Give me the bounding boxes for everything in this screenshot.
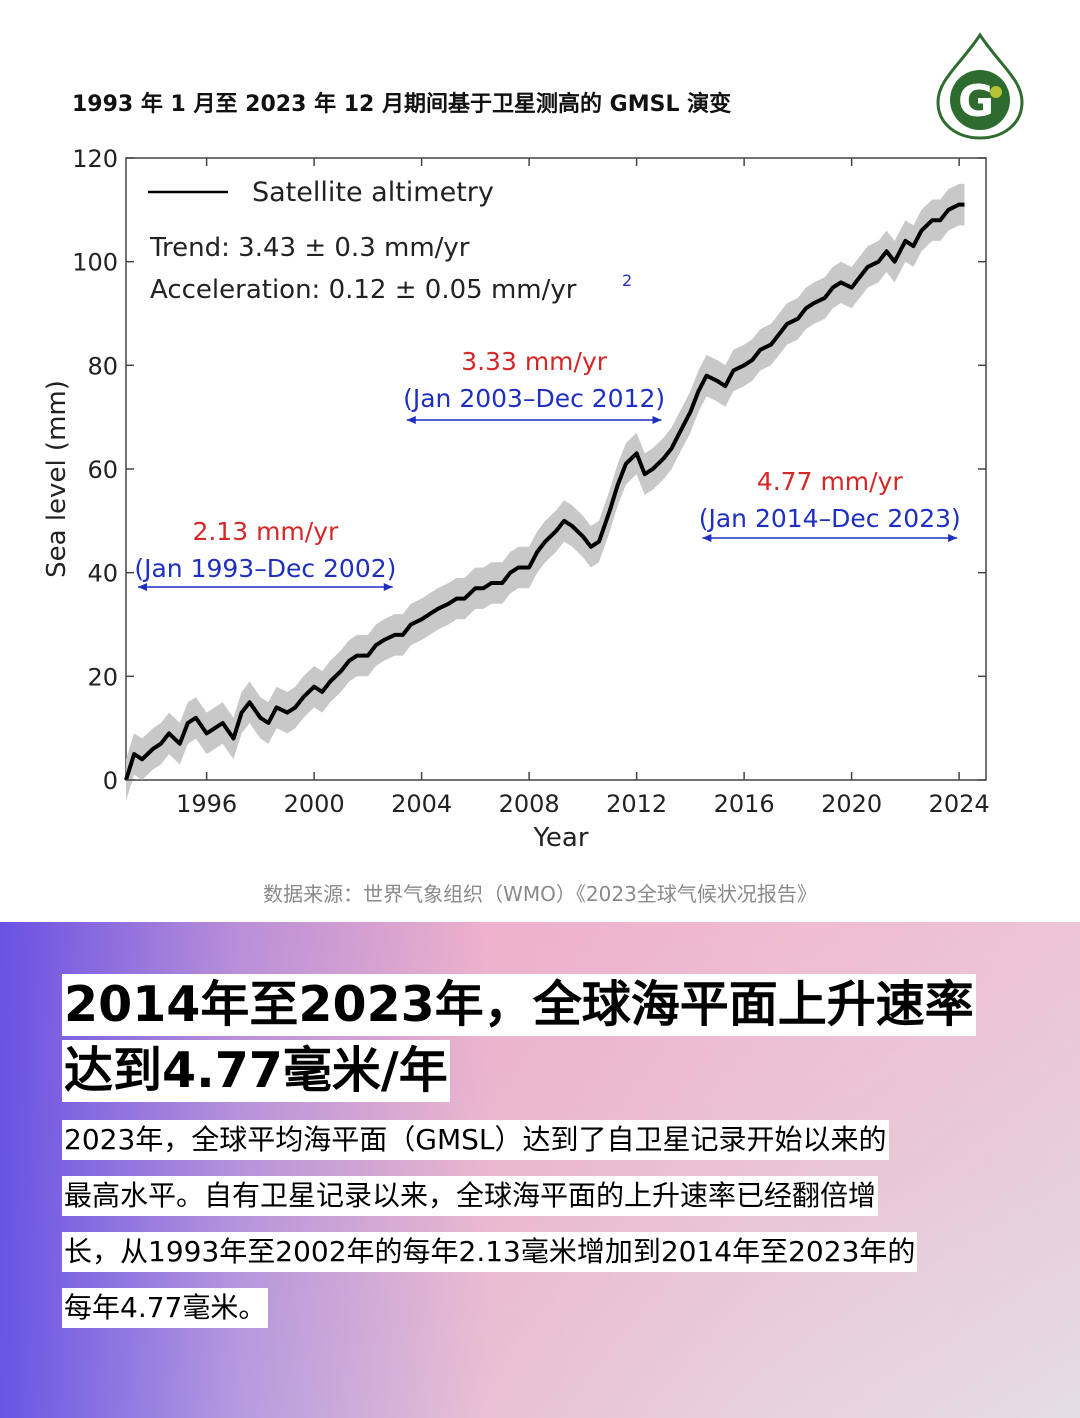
x-tick-label: 2008 [499,790,560,818]
x-axis-label: Year [532,823,588,853]
period-arrow-head-left [702,534,712,542]
y-tick-label: 80 [87,352,118,380]
period-label: (Jan 2003–Dec 2012) [403,384,665,413]
logo-drop-shape [936,32,1024,140]
y-tick-label: 0 [103,767,118,795]
acceleration-superscript: 2 [622,271,632,290]
rate-label: 3.33 mm/yr [461,347,608,376]
body-line-4: 每年4.77毫米。 [62,1288,269,1328]
uncertainty-band [126,183,965,801]
period-arrow-head-right [652,416,662,424]
period-arrow-head-left [138,583,147,591]
period-arrow-head-right [383,583,393,591]
body-line-2: 最高水平。自有卫星记录以来，全球海平面的上升速率已经翻倍增 [62,1176,879,1216]
series-line-satellite-altimetry [124,202,965,781]
x-tick-label: 2012 [606,790,667,818]
x-tick-label: 2020 [821,790,882,818]
y-tick-label: 40 [87,560,118,588]
trend-text: Trend: 3.43 ± 0.3 mm/yr [149,233,470,263]
summary-panel: 2014年至2023年，全球海平面上升速率 达到4.77毫米/年 2023年，全… [0,922,1080,1418]
x-tick-label: 2016 [714,790,775,818]
rate-label: 2.13 mm/yr [192,517,339,546]
headline-line-2: 达到4.77毫米/年 [62,1040,450,1102]
logo-letter: G [958,76,994,127]
rate-label: 4.77 mm/yr [757,467,904,496]
logo-ring [950,70,1010,130]
body-line-1: 2023年，全球平均海平面（GMSL）达到了自卫星记录开始以来的 [62,1120,889,1160]
source-note: 数据来源：世界气象组织（WMO）《2023全球气候状况报告》 [263,882,817,906]
x-tick-label: 1996 [176,790,237,818]
y-tick-label: 120 [72,145,118,173]
x-tick-label: 2004 [391,790,452,818]
y-tick-label: 60 [87,456,118,484]
chart-title: 1993 年 1 月至 2023 年 12 月期间基于卫星测高的 GMSL 演变 [72,92,732,117]
period-arrow-head-left [406,416,416,424]
chart: 1996 2000 2004 2008 2012 2016 2020 2024 0 20 40 60 8… [42,145,990,853]
y-tick-label: 20 [87,663,118,691]
y-tick-label: 100 [72,249,118,277]
period-arrow-head-right [948,534,958,542]
acceleration-text: Acceleration: 0.12 ± 0.05 mm/yr [150,275,577,305]
legend-label: Satellite altimetry [252,177,494,208]
logo-icon: G [936,32,1024,140]
period-label: (Jan 1993–Dec 2002) [134,554,396,583]
plot-area [125,157,987,781]
x-tick-label: 2024 [929,790,990,818]
body-line-3: 长，从1993年至2002年的每年2.13毫米增加到2014年至2023年的 [62,1232,918,1272]
headline-line-1: 2014年至2023年，全球海平面上升速率 [62,974,976,1036]
logo-dot [990,86,1002,98]
y-axis-label: Sea level (mm) [42,380,72,578]
x-tick-label: 2000 [284,790,345,818]
period-label: (Jan 2014–Dec 2023) [699,504,961,533]
